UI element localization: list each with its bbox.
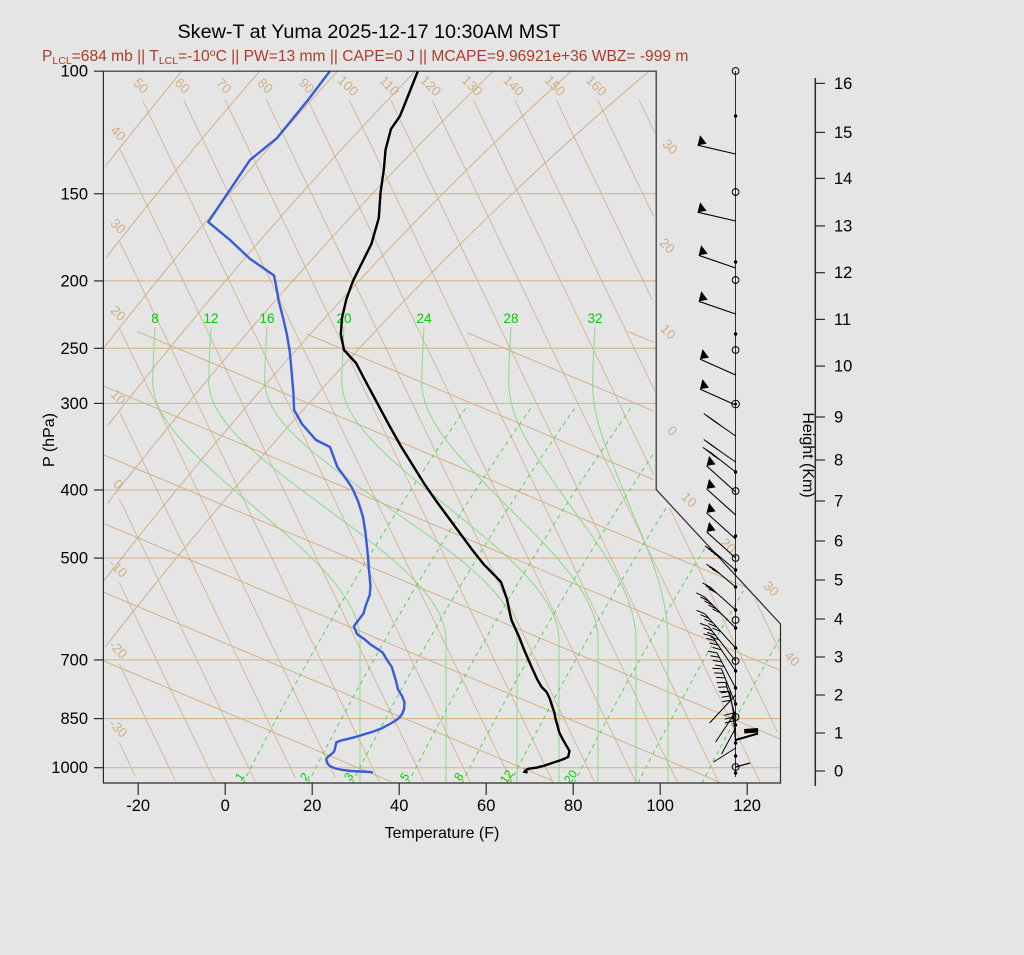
svg-text:24: 24	[416, 311, 432, 326]
svg-text:250: 250	[60, 340, 88, 358]
svg-text:20: 20	[303, 797, 321, 815]
svg-text:Temperature (F): Temperature (F)	[385, 825, 500, 842]
svg-text:3: 3	[834, 649, 843, 667]
svg-text:16: 16	[834, 75, 852, 93]
svg-text:5: 5	[834, 572, 843, 590]
svg-text:500: 500	[60, 550, 88, 568]
svg-text:9: 9	[834, 409, 843, 427]
svg-text:12: 12	[834, 264, 852, 282]
svg-text:60: 60	[477, 797, 495, 815]
svg-text:28: 28	[503, 311, 518, 326]
svg-text:8: 8	[834, 452, 843, 470]
svg-text:0: 0	[834, 763, 843, 781]
svg-text:6: 6	[834, 533, 843, 551]
svg-text:15: 15	[834, 124, 852, 142]
svg-text:14: 14	[834, 170, 852, 188]
svg-text:-20: -20	[126, 797, 150, 815]
svg-text:120: 120	[733, 797, 761, 815]
svg-text:11: 11	[834, 311, 851, 329]
svg-text:100: 100	[646, 797, 674, 815]
svg-text:700: 700	[60, 651, 88, 669]
svg-text:0: 0	[221, 797, 230, 815]
svg-text:8: 8	[151, 311, 159, 326]
svg-text:80: 80	[564, 797, 582, 815]
svg-text:40: 40	[390, 797, 408, 815]
svg-text:32: 32	[587, 311, 602, 326]
svg-text:150: 150	[60, 185, 88, 203]
svg-text:4: 4	[834, 611, 843, 629]
svg-text:PLCL=684 mb || TLCL=-10oC || P: PLCL=684 mb || TLCL=-10oC || PW=13 mm ||…	[42, 47, 688, 67]
svg-text:1000: 1000	[51, 759, 88, 777]
svg-text:200: 200	[60, 272, 88, 290]
svg-text:13: 13	[834, 217, 852, 235]
svg-text:Height (Km): Height (Km)	[799, 412, 816, 497]
svg-text:Skew-T at Yuma 2025-12-17 10:3: Skew-T at Yuma 2025-12-17 10:30AM MST	[177, 21, 560, 43]
svg-text:12: 12	[203, 311, 218, 326]
svg-text:2: 2	[834, 687, 843, 705]
svg-text:400: 400	[60, 482, 88, 500]
svg-text:300: 300	[60, 395, 88, 413]
svg-text:10: 10	[834, 358, 852, 376]
svg-text:P (hPa): P (hPa)	[41, 413, 58, 467]
svg-text:7: 7	[834, 493, 843, 511]
svg-text:16: 16	[259, 311, 274, 326]
svg-text:1: 1	[834, 725, 843, 743]
svg-text:850: 850	[60, 710, 88, 728]
